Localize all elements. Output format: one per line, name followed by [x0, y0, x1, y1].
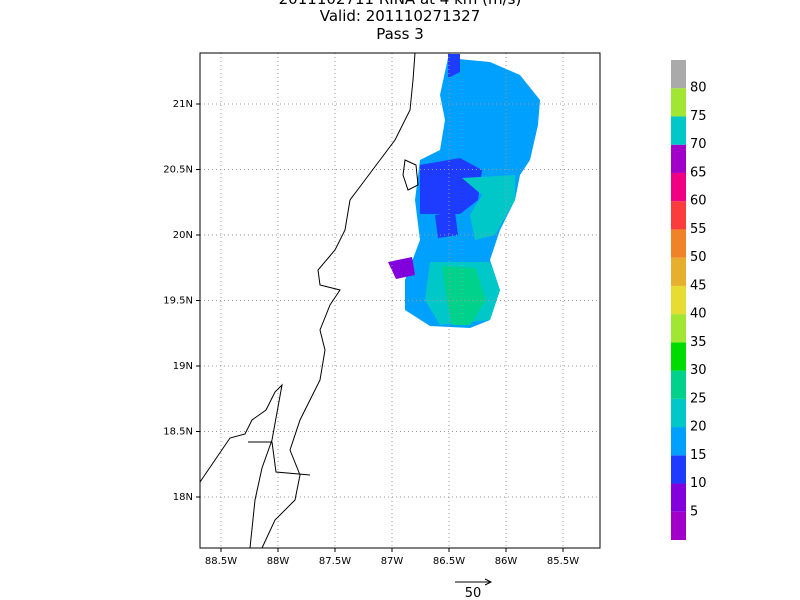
- colorbar-label: 35: [690, 335, 707, 350]
- subtitle: Pass 3: [376, 25, 424, 43]
- colorbar-box: [671, 398, 686, 428]
- colorbar-box: [671, 60, 686, 89]
- title: 2011102711 RINA at 4 km (m/s): [279, 0, 522, 8]
- colorbar-label: 60: [690, 194, 707, 209]
- colorbar-box: [671, 88, 686, 117]
- colorbar-label: 45: [690, 278, 707, 293]
- border: [248, 441, 311, 476]
- colorbar-label: 5: [690, 504, 698, 519]
- colorbar-label: 50: [690, 250, 707, 265]
- colorbar-box: [671, 172, 686, 202]
- colorbar-box: [671, 511, 686, 540]
- colorbar-box: [671, 229, 686, 258]
- grid: [196, 53, 600, 552]
- y-tick-label: 18N: [173, 492, 193, 503]
- colorbar-label: 15: [690, 448, 707, 463]
- wind-speed-shading: [388, 54, 540, 328]
- colorbar-label: 70: [690, 137, 707, 152]
- colorbar-box: [671, 257, 686, 286]
- wind-region: [442, 266, 486, 325]
- colorbar-box: [671, 342, 686, 371]
- reference-arrow-head: [484, 578, 493, 586]
- colorbar: 5 10 15 20 25 30 35 40 45 50 55 60 65 70 75 80: [671, 60, 707, 540]
- colorbar-box: [671, 116, 686, 145]
- colorbar-label: 25: [690, 391, 707, 406]
- colorbar-box: [671, 427, 686, 456]
- y-tick-label: 19N: [173, 361, 193, 372]
- y-tick-label: 21N: [173, 99, 193, 110]
- colorbar-box: [671, 370, 686, 399]
- wind-region: [435, 212, 458, 238]
- wind-region: [420, 158, 482, 214]
- y-tick-label: 20.5N: [163, 165, 193, 176]
- coast: [261, 52, 416, 549]
- island: [402, 159, 419, 191]
- colorbar-box: [671, 455, 686, 484]
- x-tick-label: 87W: [381, 556, 404, 567]
- subtitle: Valid: 201110271327: [320, 7, 481, 25]
- coastline: [199, 52, 419, 549]
- x-tick-label: 85.5W: [547, 556, 579, 567]
- colorbar-box: [671, 144, 686, 173]
- coast: [199, 383, 283, 549]
- x-tick-label: 86.5W: [433, 556, 465, 567]
- colorbar-label: 80: [690, 81, 707, 96]
- colorbar-label: 40: [690, 307, 707, 322]
- wind-region: [448, 54, 460, 78]
- x-tick-label: 88.5W: [205, 556, 237, 567]
- y-tick-label: 18.5N: [163, 427, 193, 438]
- colorbar-label: 20: [690, 420, 707, 435]
- y-tick-label: 19.5N: [163, 296, 193, 307]
- colorbar-box: [671, 314, 686, 343]
- x-tick-label: 86W: [495, 556, 518, 567]
- map-frame: [199, 52, 601, 549]
- wind-region: [462, 175, 515, 240]
- colorbar-label: 30: [690, 363, 707, 378]
- y-tick-label: 20N: [173, 230, 193, 241]
- colorbar-box: [671, 483, 686, 512]
- reference-label: 50: [465, 586, 482, 600]
- colorbar-label: 75: [690, 109, 707, 124]
- wind-region: [388, 257, 415, 279]
- x-tick-label: 88W: [267, 556, 290, 567]
- colorbar-box: [671, 285, 686, 315]
- colorbar-label: 55: [690, 222, 707, 237]
- colorbar-label: 10: [690, 476, 707, 491]
- colorbar-label: 65: [690, 165, 707, 180]
- colorbar-box: [671, 201, 686, 230]
- x-tick-label: 87.5W: [319, 556, 351, 567]
